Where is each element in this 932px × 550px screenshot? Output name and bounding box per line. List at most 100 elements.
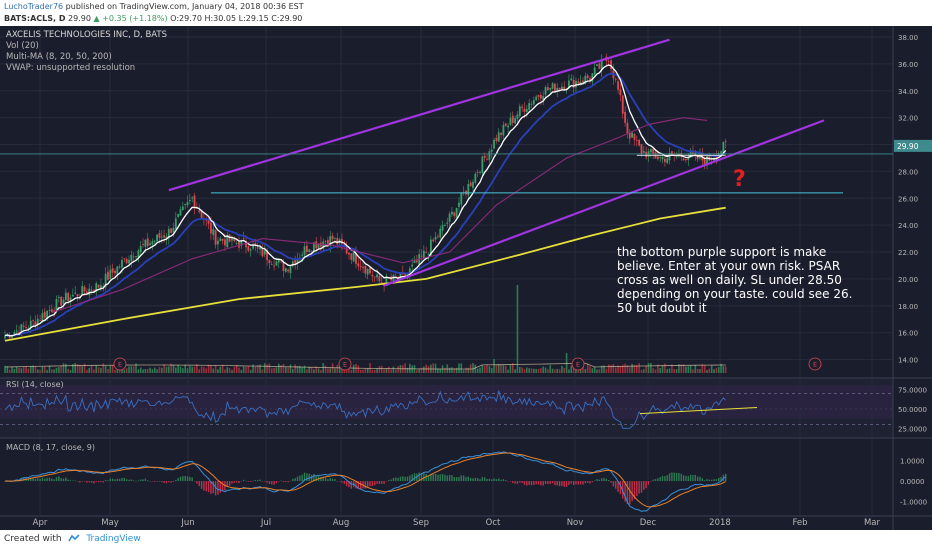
footer: Created with TradingView — [0, 530, 932, 550]
macd-histogram-bar — [95, 481, 97, 482]
candle-body — [345, 246, 348, 254]
macd-histogram-bar — [572, 481, 575, 486]
volume-bar — [13, 368, 16, 373]
candle-body — [640, 144, 643, 154]
candle-body — [170, 228, 173, 233]
macd-histogram-bar — [535, 481, 537, 485]
volume-bar — [207, 364, 210, 373]
macd-histogram-bar — [341, 481, 343, 483]
candle-body — [160, 236, 163, 238]
macd-histogram-bar — [591, 481, 594, 483]
macd-histogram-bar — [498, 478, 500, 482]
author-link[interactable]: LuchoTrader76 — [4, 2, 64, 11]
volume-bar — [528, 368, 530, 373]
volume-bar — [636, 365, 638, 373]
volume-bar — [249, 369, 252, 373]
macd-histogram-bar — [521, 481, 523, 483]
volume-bar — [535, 368, 537, 373]
tradingview-brand[interactable]: TradingView — [86, 534, 141, 544]
volume-bar — [497, 364, 500, 373]
candle-body — [242, 238, 245, 240]
macd-histogram-bar — [287, 481, 289, 483]
macd-histogram-bar — [664, 476, 666, 482]
y-tick-label: 16.00 — [898, 330, 918, 338]
candle-body — [310, 250, 313, 252]
volume-bar — [614, 367, 617, 373]
volume-bar — [79, 364, 81, 373]
candle-body — [617, 81, 619, 90]
candle-body — [25, 327, 27, 328]
macd-histogram-bar — [233, 481, 236, 483]
macd-histogram-bar — [519, 481, 521, 483]
volume-bar — [715, 367, 718, 373]
chart-area[interactable]: AXCELIS TECHNOLOGIES INC, D, BATS Vol (2… — [0, 26, 932, 530]
macd-histogram-bar — [409, 475, 411, 482]
candle-body — [671, 151, 673, 154]
candle-body — [350, 253, 353, 260]
annotation-line-3: cross as well on daily. SL under 28.50 — [617, 273, 842, 287]
macd-histogram-bar — [228, 481, 231, 486]
macd-histogram-bar — [170, 481, 172, 483]
volume-bar — [242, 366, 245, 373]
macd-histogram-bar — [343, 481, 345, 484]
volume-bar — [116, 368, 119, 373]
candle-body — [437, 235, 439, 237]
macd-histogram-bar — [505, 480, 507, 482]
candle-body — [275, 261, 278, 266]
volume-bar — [437, 368, 439, 373]
candle-body — [179, 209, 182, 216]
macd-histogram-bar — [481, 477, 484, 482]
candle-body — [500, 132, 502, 135]
candle-body — [172, 227, 175, 233]
volume-bar — [277, 363, 280, 373]
volume-bar — [598, 369, 601, 373]
volume-bar — [661, 365, 664, 373]
volume-bar — [380, 365, 383, 373]
candle-body — [661, 156, 664, 160]
macd-histogram-bar — [357, 481, 360, 490]
macd-histogram-bar — [696, 476, 699, 482]
macd-histogram-bar — [121, 477, 123, 482]
volume-bar — [334, 368, 336, 373]
volume-bar — [168, 366, 170, 373]
macd-histogram-bar — [593, 480, 596, 482]
candle-body — [685, 158, 687, 161]
macd-histogram-bar — [584, 481, 587, 484]
volume-bar — [144, 368, 147, 373]
ma8-line — [4, 64, 727, 337]
volume-bar — [88, 367, 91, 373]
volume-bar — [416, 369, 418, 373]
candle-body — [518, 106, 521, 117]
macd-histogram-bar — [315, 475, 317, 482]
annotation-line-5: 50 but doubt it — [617, 301, 707, 315]
candle-body — [415, 260, 418, 263]
candle-body — [102, 286, 105, 288]
volume-bar — [289, 364, 292, 373]
candle-body — [542, 96, 545, 100]
macd-histogram-bar — [329, 478, 331, 482]
volume-bar — [589, 366, 591, 373]
volume-bar — [55, 367, 58, 373]
candle-body — [280, 260, 283, 262]
macd-line — [4, 451, 727, 512]
candle-body — [228, 234, 231, 242]
volume-bar — [394, 369, 397, 373]
candle-body — [50, 309, 53, 312]
candle-body — [490, 149, 493, 152]
macd-histogram-bar — [123, 477, 126, 482]
candle-body — [532, 100, 535, 105]
candle-body — [116, 266, 119, 275]
macd-histogram-bar — [41, 477, 44, 482]
volume-bar — [111, 365, 114, 373]
volume-bar — [701, 364, 704, 373]
chart-canvas[interactable]: AXCELIS TECHNOLOGIES INC, D, BATS Vol (2… — [0, 26, 932, 530]
candle-body — [331, 235, 334, 240]
macd-histogram-bar — [643, 481, 645, 490]
candle-body — [483, 155, 486, 158]
macd-histogram-bar — [516, 481, 519, 484]
macd-histogram-bar — [48, 477, 51, 482]
candle-body — [631, 132, 634, 138]
volume-bar — [104, 365, 107, 373]
candle-body — [633, 134, 636, 140]
macd-histogram-bar — [453, 476, 455, 482]
